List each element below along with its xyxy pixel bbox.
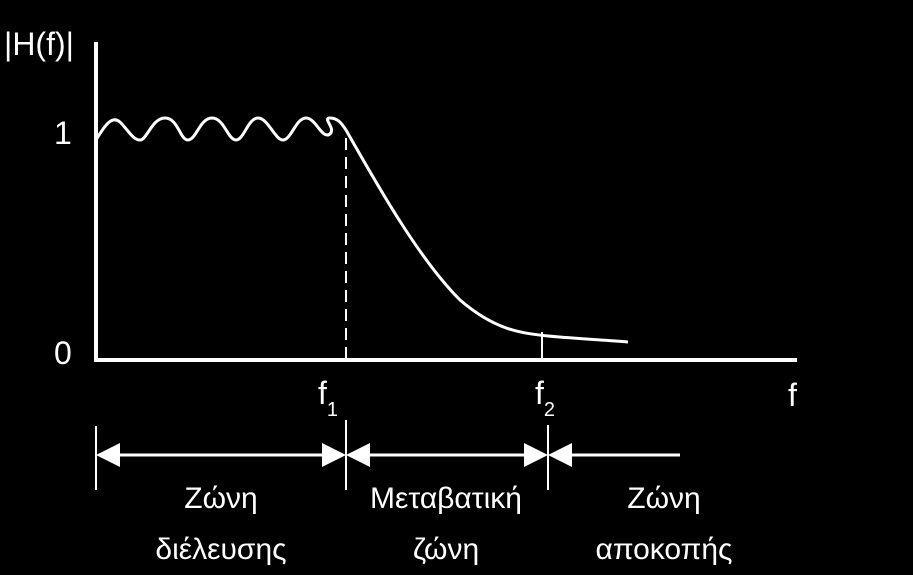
stopband-arrowhead-left [548,443,572,467]
transition-arrowhead-left [346,443,370,467]
passband-label-line1: Ζώνη [184,482,257,515]
passband-arrowhead-left [96,443,120,467]
y-tick-one: 1 [54,115,72,151]
f1-subscript: 1 [327,399,338,421]
transition-label-line2: ζώνη [413,533,479,566]
transition-arrowhead-right [524,443,548,467]
passband-label-line2: διέλευσης [155,533,286,566]
f1-base: f [318,375,327,411]
passband-arrowhead-right [322,443,346,467]
f2-subscript: 2 [544,399,555,421]
f2-base: f [535,375,544,411]
stopband-label-line1: Ζώνη [627,482,700,515]
f1-label: f1 [318,375,338,421]
y-axis-label: |H(f)| [4,26,74,62]
f2-label: f2 [535,375,555,421]
passband-ripple-curve [94,116,348,142]
y-tick-zero: 0 [54,335,72,371]
stopband-label-line2: αποκοπής [595,533,732,566]
transition-label-line1: Μεταβατική [370,482,522,515]
transition-curve [344,129,629,344]
x-axis-label: f [788,377,797,413]
